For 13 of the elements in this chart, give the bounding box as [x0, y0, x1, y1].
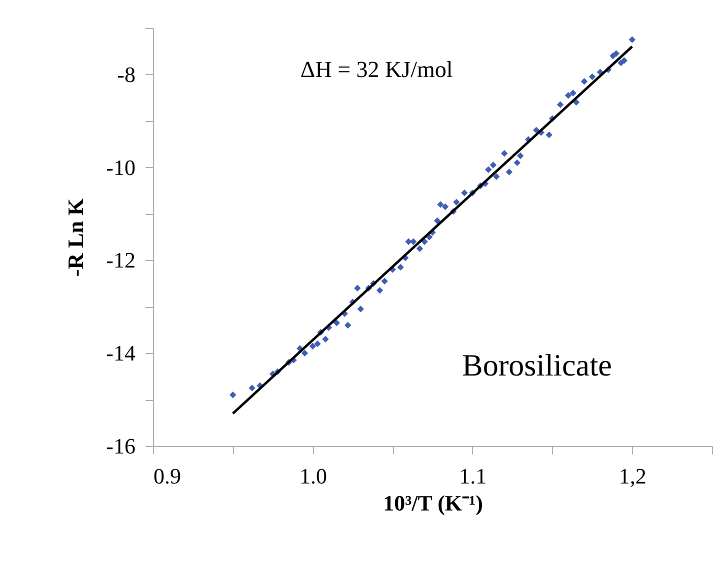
y-tick-label: -10: [106, 154, 136, 180]
y-tick-label: -14: [106, 340, 136, 366]
x-axis-title: 10³/T (K⁻¹): [383, 490, 483, 516]
y-tick-label: -16: [106, 434, 136, 458]
x-tick-label: 0.9: [154, 464, 181, 488]
annotation: ΔH = 32 KJ/mol: [300, 56, 453, 82]
x-tick-label: 1.0: [299, 464, 327, 488]
annotation: Borosilicate: [462, 348, 612, 383]
x-tick-label: 1,2: [618, 464, 646, 488]
x-tick-label: 1.1: [459, 464, 487, 488]
y-tick-label: -12: [106, 248, 136, 273]
y-axis-title: -R Ln K: [63, 198, 88, 277]
y-tick-label: -8: [117, 62, 136, 87]
